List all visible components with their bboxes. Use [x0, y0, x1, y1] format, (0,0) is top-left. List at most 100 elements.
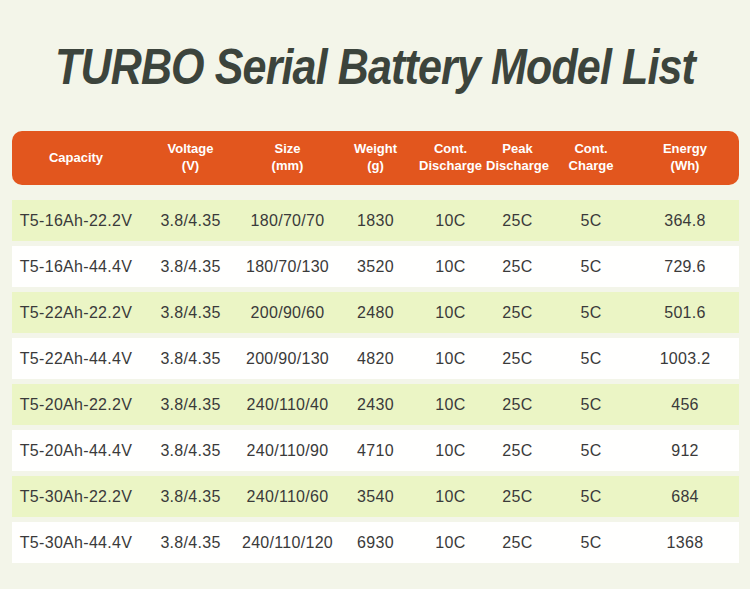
cell-size: 200/90/130: [241, 338, 334, 379]
cell-peak-discharge: 25C: [484, 338, 551, 379]
cell-energy: 729.6: [631, 246, 739, 287]
column-header-label: Cont.: [574, 141, 607, 158]
column-header-energy: Energy (Wh): [631, 131, 739, 185]
cell-voltage: 3.8/4.35: [140, 292, 241, 333]
column-header-sublabel: (mm): [272, 158, 304, 175]
cell-cont-charge: 5C: [551, 200, 631, 241]
cell-cont-charge: 5C: [551, 384, 631, 425]
cell-weight: 2430: [334, 384, 417, 425]
column-header-label: Voltage: [168, 141, 214, 158]
cell-cont-discharge: 10C: [417, 338, 484, 379]
cell-energy: 1003.2: [631, 338, 739, 379]
cell-weight: 2480: [334, 292, 417, 333]
cell-peak-discharge: 25C: [484, 200, 551, 241]
cell-size: 240/110/60: [241, 476, 334, 517]
column-header-size: Size (mm): [241, 131, 334, 185]
cell-weight: 4820: [334, 338, 417, 379]
column-header-sublabel: (Wh): [671, 158, 700, 175]
cell-capacity: T5-30Ah-44.4V: [12, 522, 140, 563]
cell-size: 240/110/120: [241, 522, 334, 563]
cell-weight: 1830: [334, 200, 417, 241]
cell-energy: 501.6: [631, 292, 739, 333]
cell-voltage: 3.8/4.35: [140, 246, 241, 287]
cell-cont-charge: 5C: [551, 338, 631, 379]
cell-energy: 912: [631, 430, 739, 471]
cell-cont-charge: 5C: [551, 522, 631, 563]
cell-energy: 456: [631, 384, 739, 425]
cell-cont-charge: 5C: [551, 292, 631, 333]
table-row: T5-20Ah-44.4V 3.8/4.35 240/110/90 4710 1…: [12, 430, 739, 471]
cell-voltage: 3.8/4.35: [140, 522, 241, 563]
column-header-sublabel: Charge: [569, 158, 614, 175]
cell-cont-charge: 5C: [551, 476, 631, 517]
cell-capacity: T5-20Ah-22.2V: [12, 384, 140, 425]
cell-voltage: 3.8/4.35: [140, 430, 241, 471]
cell-voltage: 3.8/4.35: [140, 338, 241, 379]
column-header-sublabel: Discharge: [486, 158, 549, 175]
cell-capacity: T5-16Ah-44.4V: [12, 246, 140, 287]
cell-weight: 6930: [334, 522, 417, 563]
cell-capacity: T5-22Ah-22.2V: [12, 292, 140, 333]
column-header-sublabel: (g): [367, 158, 384, 175]
table-body: T5-16Ah-22.2V 3.8/4.35 180/70/70 1830 10…: [12, 200, 739, 563]
cell-cont-discharge: 10C: [417, 246, 484, 287]
cell-capacity: T5-30Ah-22.2V: [12, 476, 140, 517]
cell-weight: 4710: [334, 430, 417, 471]
cell-size: 240/110/90: [241, 430, 334, 471]
cell-cont-discharge: 10C: [417, 292, 484, 333]
cell-weight: 3520: [334, 246, 417, 287]
table-row: T5-16Ah-22.2V 3.8/4.35 180/70/70 1830 10…: [12, 200, 739, 241]
cell-energy: 364.8: [631, 200, 739, 241]
column-header-sublabel: (V): [182, 158, 199, 175]
cell-capacity: T5-22Ah-44.4V: [12, 338, 140, 379]
column-header-label: Cont.: [434, 141, 467, 158]
column-header-label: Energy: [663, 141, 707, 158]
cell-peak-discharge: 25C: [484, 246, 551, 287]
column-header-peak-discharge: Peak Discharge: [484, 131, 551, 185]
column-header-label: Size: [274, 141, 300, 158]
page-title: TURBO Serial Battery Model List: [55, 40, 695, 95]
cell-peak-discharge: 25C: [484, 430, 551, 471]
cell-peak-discharge: 25C: [484, 522, 551, 563]
cell-cont-charge: 5C: [551, 430, 631, 471]
column-header-weight: Weight (g): [334, 131, 417, 185]
cell-voltage: 3.8/4.35: [140, 200, 241, 241]
cell-peak-discharge: 25C: [484, 292, 551, 333]
column-header-voltage: Voltage (V): [140, 131, 241, 185]
table-row: T5-20Ah-22.2V 3.8/4.35 240/110/40 2430 1…: [12, 384, 739, 425]
column-header-label: Weight: [354, 141, 397, 158]
cell-peak-discharge: 25C: [484, 476, 551, 517]
table-row: T5-22Ah-22.2V 3.8/4.35 200/90/60 2480 10…: [12, 292, 739, 333]
column-header-cont-discharge: Cont. Discharge: [417, 131, 484, 185]
cell-cont-discharge: 10C: [417, 476, 484, 517]
table-row: T5-22Ah-44.4V 3.8/4.35 200/90/130 4820 1…: [12, 338, 739, 379]
cell-cont-discharge: 10C: [417, 522, 484, 563]
cell-weight: 3540: [334, 476, 417, 517]
cell-size: 200/90/60: [241, 292, 334, 333]
cell-capacity: T5-20Ah-44.4V: [12, 430, 140, 471]
column-header-label: Peak: [502, 141, 532, 158]
cell-size: 180/70/130: [241, 246, 334, 287]
cell-cont-charge: 5C: [551, 246, 631, 287]
column-header-label: Capacity: [49, 150, 103, 167]
cell-energy: 1368: [631, 522, 739, 563]
page: TURBO Serial Battery Model List Capacity…: [0, 0, 750, 589]
title-area: TURBO Serial Battery Model List: [0, 0, 750, 97]
cell-capacity: T5-16Ah-22.2V: [12, 200, 140, 241]
cell-size: 240/110/40: [241, 384, 334, 425]
table-row: T5-30Ah-22.2V 3.8/4.35 240/110/60 3540 1…: [12, 476, 739, 517]
table-header-row: Capacity Voltage (V) Size (mm) Weight (g…: [12, 131, 739, 185]
battery-model-table: Capacity Voltage (V) Size (mm) Weight (g…: [12, 131, 739, 563]
column-header-cont-charge: Cont. Charge: [551, 131, 631, 185]
column-header-sublabel: Discharge: [419, 158, 482, 175]
table-row: T5-30Ah-44.4V 3.8/4.35 240/110/120 6930 …: [12, 522, 739, 563]
column-header-capacity: Capacity: [12, 131, 140, 185]
cell-size: 180/70/70: [241, 200, 334, 241]
table-row: T5-16Ah-44.4V 3.8/4.35 180/70/130 3520 1…: [12, 246, 739, 287]
cell-voltage: 3.8/4.35: [140, 476, 241, 517]
cell-peak-discharge: 25C: [484, 384, 551, 425]
cell-voltage: 3.8/4.35: [140, 384, 241, 425]
cell-cont-discharge: 10C: [417, 200, 484, 241]
cell-energy: 684: [631, 476, 739, 517]
cell-cont-discharge: 10C: [417, 430, 484, 471]
